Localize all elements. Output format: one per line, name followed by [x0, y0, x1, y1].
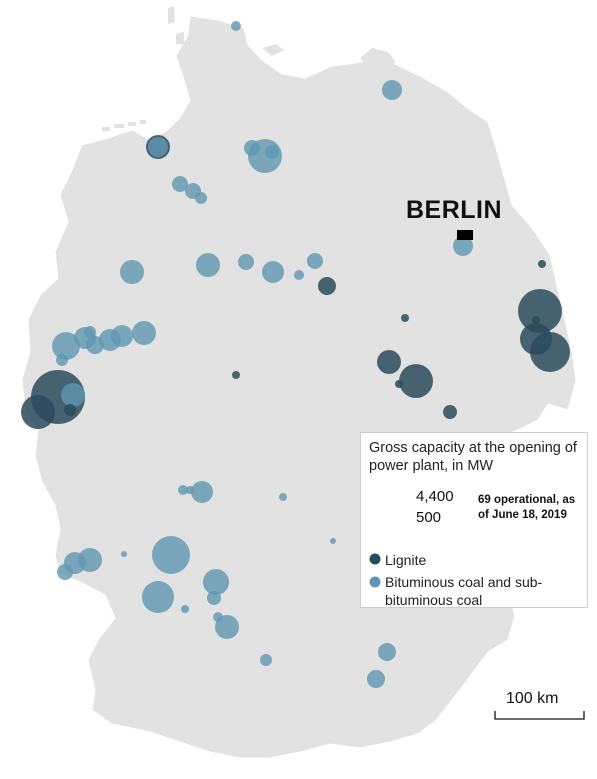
bituminous-plant-marker [142, 581, 174, 613]
bituminous-plant-marker [262, 261, 284, 283]
bituminous-plant-marker [191, 481, 213, 503]
lignite-plant-marker [401, 314, 409, 322]
frisian-island [102, 127, 110, 131]
lignite-plant-marker [532, 316, 540, 324]
bituminous-plant-marker [382, 80, 402, 100]
bituminous-plant-marker [152, 536, 190, 574]
lignite-plant-marker [64, 404, 76, 416]
bituminous-swatch-icon [369, 576, 383, 590]
legend-status: 69 operational, as of June 18, 2019 [478, 493, 588, 523]
lignite-plant-marker [443, 405, 457, 419]
bituminous-plant-marker [367, 670, 385, 688]
bituminous-plant-marker [56, 354, 68, 366]
bituminous-plant-marker [195, 192, 207, 204]
bituminous-plant-marker [238, 254, 254, 270]
bituminous-plant-marker [148, 137, 168, 157]
city-label-berlin: BERLIN [406, 196, 502, 225]
lignite-plant-marker [399, 364, 433, 398]
frisian-island [128, 122, 136, 126]
bituminous-plant-marker [196, 253, 220, 277]
map-legend: Gross capacity at the opening of power p… [360, 432, 588, 608]
bituminous-plant-marker [330, 538, 336, 544]
bituminous-plant-marker [57, 564, 73, 580]
lignite-plant-marker [232, 371, 240, 379]
legend-size-small: 500 [416, 509, 441, 526]
north-frisian-island [176, 32, 184, 44]
legend-title: Gross capacity at the opening of power p… [369, 439, 583, 475]
scale-label: 100 km [506, 690, 558, 708]
lignite-plant-marker [318, 277, 336, 295]
lignite-plant-marker [377, 350, 401, 374]
bituminous-plant-marker [307, 253, 323, 269]
bituminous-plant-marker [203, 569, 229, 595]
lignite-swatch-icon [369, 553, 383, 567]
scale-bar [495, 711, 584, 719]
bituminous-plant-marker [181, 605, 189, 613]
lignite-plant-marker [530, 332, 570, 372]
bituminous-plant-marker [61, 383, 85, 407]
fehmarn-island [262, 44, 284, 56]
berlin-marker [457, 230, 473, 240]
bituminous-plant-marker [132, 321, 156, 345]
lignite-plant-marker [395, 380, 403, 388]
bituminous-plant-marker [207, 591, 221, 605]
bituminous-plant-marker [260, 654, 272, 666]
lignite-plant-marker [21, 395, 55, 429]
legend-lignite-label: Lignite [385, 551, 426, 569]
bituminous-plant-marker [120, 260, 144, 284]
north-frisian-island [168, 6, 175, 24]
legend-bituminous-label: Bituminous coal and sub-bituminous coal [385, 573, 580, 609]
bituminous-plant-marker [378, 643, 396, 661]
bituminous-plant-marker [265, 145, 279, 159]
frisian-island [114, 124, 124, 128]
frisian-island [140, 120, 146, 124]
bituminous-plant-marker [231, 21, 241, 31]
legend-size-large: 4,400 [416, 488, 454, 505]
bituminous-plant-marker [111, 325, 133, 347]
bituminous-plant-marker [215, 615, 239, 639]
bituminous-plant-marker [279, 493, 287, 501]
bituminous-plant-marker [121, 551, 127, 557]
lignite-plant-marker [538, 260, 546, 268]
bituminous-plant-marker [186, 486, 194, 494]
bituminous-plant-marker [294, 270, 304, 280]
